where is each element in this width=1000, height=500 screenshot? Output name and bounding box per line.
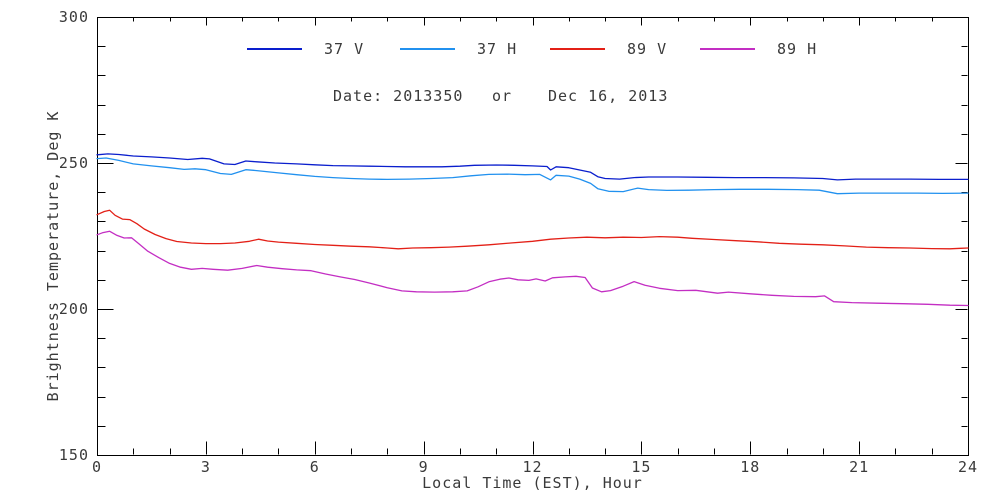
y-tick-label: 150: [59, 446, 89, 464]
x-tick-label: 18: [740, 458, 760, 476]
legend-label-89v: 89 V: [627, 40, 668, 58]
axis-frame: [97, 17, 969, 456]
legend-label-37h: 37 H: [477, 40, 518, 58]
legend-swatch-37v: [247, 48, 302, 50]
x-tick-label: 24: [958, 458, 978, 476]
y-tick-label: 250: [59, 154, 89, 172]
legend-label-37v: 37 V: [324, 40, 365, 58]
legend-item-89v: 89 V: [550, 40, 667, 58]
x-axis-title: Local Time (EST), Hour: [422, 474, 643, 492]
x-tick-label: 9: [419, 458, 429, 476]
x-tick-label: 6: [310, 458, 320, 476]
legend-item-89h: 89 H: [700, 40, 817, 58]
legend-label-89h: 89 H: [777, 40, 818, 58]
series-line-37v: [96, 153, 969, 181]
chart-title-date-code: Date: 2013350: [333, 87, 464, 105]
y-axis-title: Brightness Temperature, Deg K: [44, 110, 62, 402]
x-tick-label: 12: [522, 458, 542, 476]
legend-item-37v: 37 V: [247, 40, 364, 58]
chart-title: Date: 2013350 or Dec 16, 2013: [0, 87, 1000, 105]
series-line-37h: [96, 157, 969, 195]
legend-swatch-89v: [550, 48, 605, 50]
chart-title-date-text: Dec 16, 2013: [548, 87, 669, 105]
x-tick-label: 0: [92, 458, 102, 476]
x-tick-label: 21: [849, 458, 869, 476]
series-line-89v: [96, 209, 969, 250]
legend-swatch-89h: [700, 48, 755, 50]
series-line-89h: [96, 230, 969, 307]
legend: 37 V 37 H 89 V 89 H: [0, 0, 1000, 58]
legend-item-37h: 37 H: [400, 40, 517, 58]
x-tick-label: 15: [631, 458, 651, 476]
legend-swatch-37h: [400, 48, 455, 50]
y-tick-label: 300: [59, 8, 89, 26]
chart-title-or: or: [492, 87, 513, 105]
x-tick-label: 3: [201, 458, 211, 476]
y-tick-label: 200: [59, 300, 89, 318]
